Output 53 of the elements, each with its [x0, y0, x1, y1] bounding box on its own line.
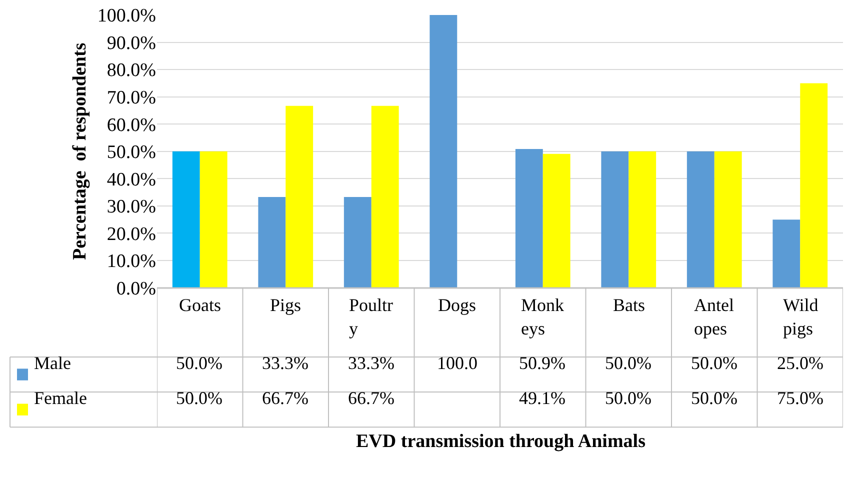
bar — [542, 154, 570, 288]
y-tick-label: 70.0% — [106, 87, 156, 108]
legend-label: Female — [34, 388, 87, 408]
x-tick-label: Pigs — [270, 295, 302, 315]
y-tick-label: 100.0% — [97, 6, 156, 27]
y-tick-label: 10.0% — [106, 251, 156, 272]
bar — [601, 151, 629, 288]
data-label: 50.0% — [176, 388, 222, 408]
bar — [344, 196, 372, 288]
y-tick-label: 90.0% — [106, 32, 156, 54]
x-tick-label: Goats — [179, 295, 221, 315]
data-label: 50.0% — [691, 353, 738, 373]
bar — [258, 196, 286, 288]
data-label: 50.0% — [176, 353, 222, 373]
x-tick-label: Wild pigs — [783, 295, 818, 338]
bar — [286, 106, 314, 288]
data-label: 50.0% — [605, 388, 652, 408]
bar — [172, 151, 200, 288]
legend-label: Male — [34, 353, 71, 373]
y-tick-label: 0.0% — [116, 278, 156, 300]
data-label: 50.0% — [691, 388, 738, 408]
data-label: 66.7% — [348, 388, 394, 408]
data-label: 25.0% — [777, 353, 824, 373]
bar — [714, 151, 742, 288]
y-tick-label: 30.0% — [106, 196, 156, 218]
bar — [628, 151, 656, 288]
bar — [772, 220, 800, 288]
y-tick-label: 50.0% — [106, 142, 156, 164]
y-tick-label: 40.0% — [106, 169, 156, 190]
y-tick-label: 60.0% — [106, 114, 156, 136]
data-label: 50.9% — [519, 353, 566, 373]
bar — [371, 106, 399, 288]
bar — [800, 83, 828, 288]
x-tick-label: Monk eys — [521, 295, 564, 338]
data-label: 49.1% — [519, 388, 566, 408]
x-tick-label: Poultr y — [349, 295, 394, 338]
bar — [686, 151, 714, 288]
x-axis-title: EVD transmission through Animals — [356, 431, 646, 452]
data-label: 33.3% — [348, 353, 394, 373]
x-tick-label: Dogs — [438, 295, 476, 315]
data-label: 75.0% — [777, 388, 824, 408]
y-tick-label: 20.0% — [106, 224, 156, 245]
x-tick-label: Bats — [613, 295, 646, 315]
x-tick-label: Antel opes — [694, 295, 734, 338]
data-label: 50.0% — [605, 353, 652, 373]
bar — [515, 148, 543, 288]
data-label: 33.3% — [262, 353, 308, 373]
data-label: 100.0 — [437, 353, 478, 373]
bar — [200, 151, 228, 288]
y-tick-label: 80.0% — [106, 60, 156, 82]
data-label: 66.7% — [262, 388, 308, 408]
bar — [430, 15, 458, 288]
y-axis-title: Percentage of respondents — [69, 42, 90, 260]
